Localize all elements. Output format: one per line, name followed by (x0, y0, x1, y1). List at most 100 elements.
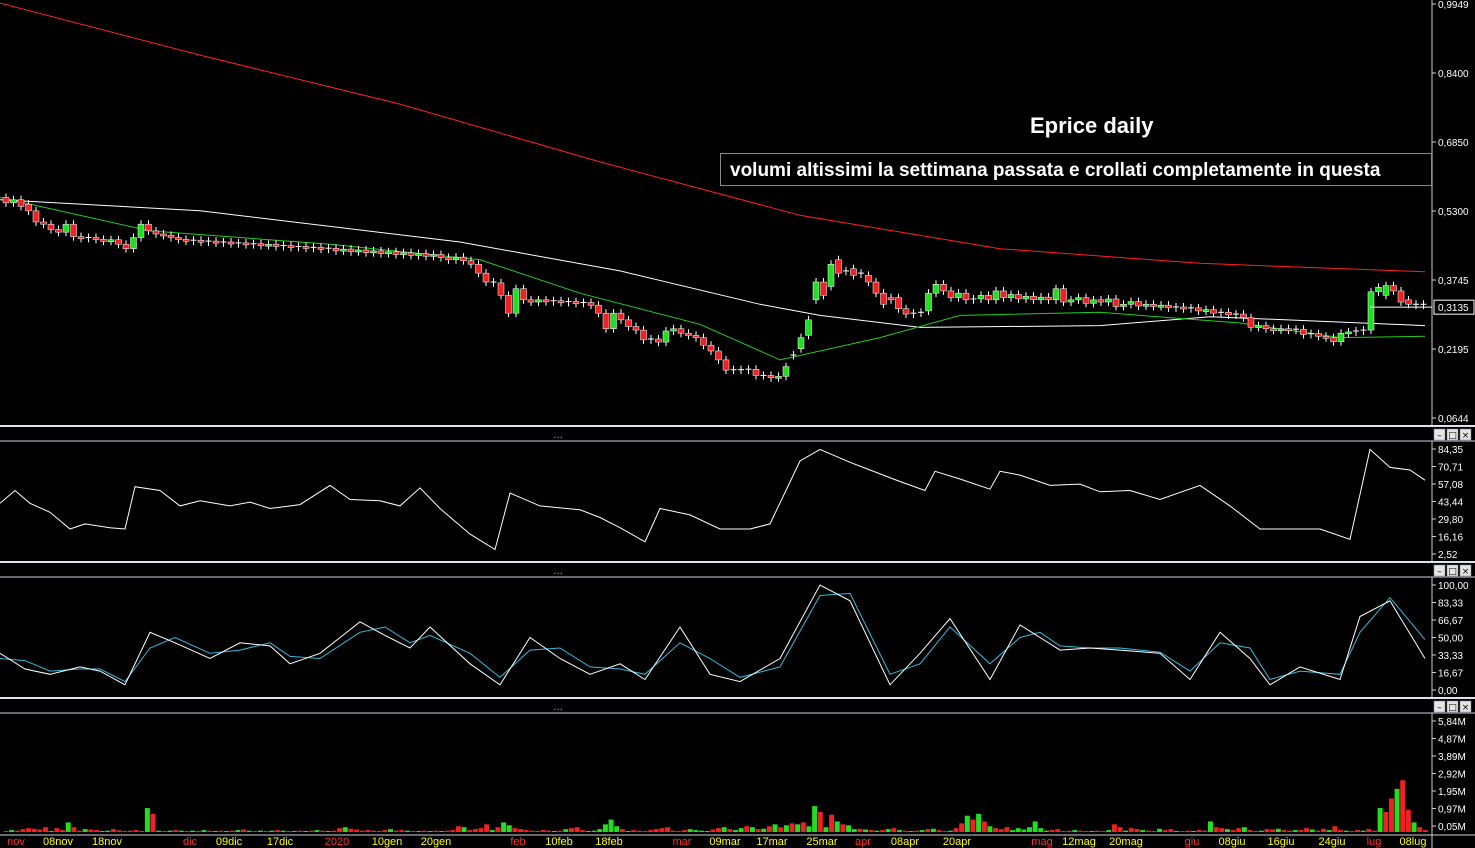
volume-bar (1219, 828, 1225, 832)
volume-bar (156, 830, 162, 832)
candle-up (1367, 291, 1375, 331)
candle-up (1157, 304, 1165, 308)
volume-bar (930, 828, 936, 832)
volume-bar (761, 828, 767, 832)
volume-bar (998, 829, 1004, 832)
volume-bar (438, 831, 444, 832)
volume-bar (144, 808, 150, 832)
volume-bar (840, 824, 846, 832)
volume-bar (71, 827, 77, 832)
candle-down (32, 210, 40, 223)
last-price-badge (1433, 299, 1475, 315)
candle-up (977, 295, 985, 300)
candle-down (92, 237, 100, 240)
volume-bar (942, 831, 948, 832)
volume-bar (546, 830, 552, 832)
volume-bar (461, 827, 467, 832)
y-tick-label: 57,08 (1438, 480, 1463, 491)
candle-down (17, 199, 25, 207)
close-icon: × (1462, 703, 1470, 713)
volume-bar (1304, 828, 1310, 832)
maximize-icon: □ (1448, 431, 1457, 441)
x-tick-label: 20apr (943, 836, 971, 848)
volume-bar (540, 830, 546, 832)
volume-bar (1128, 828, 1134, 832)
x-tick-label: 17mar (756, 836, 788, 848)
volume-bar (1123, 830, 1129, 832)
candle-down (175, 237, 182, 240)
volume-bar (1417, 827, 1423, 832)
candle-down (1045, 296, 1052, 301)
candle-down (752, 368, 760, 376)
volume-bar (212, 831, 218, 832)
volume-bar (65, 822, 71, 832)
candle-up (512, 288, 520, 314)
y-tick-label: 0,6850 (1438, 138, 1469, 149)
volume-bar (614, 826, 620, 832)
candle-down (145, 223, 152, 232)
candle-up (340, 248, 347, 252)
volume-bar (246, 830, 252, 832)
x-tick-label: nov (7, 836, 25, 848)
volume-bar (1038, 828, 1044, 832)
y-tick-label: 0,8400 (1438, 69, 1469, 80)
volume-bar (320, 830, 326, 832)
volume-bar (529, 830, 535, 832)
candle-down (1195, 307, 1202, 312)
candle-down (557, 300, 565, 303)
candle-down (962, 292, 970, 301)
volume-bar (585, 831, 591, 832)
candle-down (880, 292, 887, 305)
y-tick-label: 0,97M (1438, 805, 1466, 816)
x-tick-label: 20mag (1109, 836, 1143, 848)
volume-bar (93, 830, 99, 832)
volume-bar (885, 829, 891, 832)
volume-bar (110, 829, 116, 832)
volume-bar (1202, 830, 1208, 832)
candle-down (445, 257, 452, 261)
volume-bar (1247, 830, 1253, 832)
volume-bar (495, 827, 501, 832)
candle-down (1285, 328, 1292, 331)
y-tick-label: 100,00 (1438, 581, 1469, 592)
candle-down (850, 268, 857, 276)
x-tick-label: 17dic (267, 836, 294, 848)
volume-bar (139, 831, 145, 832)
candle-down (1390, 285, 1397, 292)
candle-up (992, 290, 1000, 301)
volume-bar (568, 828, 574, 832)
candle-up (1052, 288, 1060, 301)
volume-bar (48, 831, 54, 832)
volume-bar (1043, 830, 1049, 832)
annotation-note[interactable]: volumi altissimi la settimana passata e … (720, 153, 1432, 186)
candle-down (722, 359, 730, 371)
volume-bar (1151, 831, 1157, 832)
volume-bar (1191, 831, 1196, 832)
candle-down (100, 239, 107, 242)
volume-bar (913, 830, 919, 832)
volume-bar (184, 831, 190, 832)
volume-bar (20, 829, 26, 832)
volume-bar (1145, 830, 1151, 832)
volume-bar (421, 830, 427, 832)
candle-down (1165, 304, 1172, 309)
volume-bar (1354, 830, 1360, 832)
candle-down (1397, 290, 1405, 303)
volume-bar (738, 828, 744, 832)
panel-handle (0, 699, 1475, 713)
y-tick-label: 0,0644 (1438, 414, 1469, 425)
volume-bar (1394, 788, 1400, 832)
volume-bar (1400, 780, 1406, 832)
candle-down (115, 239, 122, 245)
x-tick-label: 08apr (891, 836, 919, 848)
y-tick-label: 83,33 (1438, 599, 1463, 610)
volume-bar (1264, 829, 1270, 832)
volume-bar (1100, 831, 1106, 832)
candle-down (1000, 290, 1007, 298)
volume-bar (478, 828, 484, 832)
candle-down (197, 239, 205, 243)
candle-down (527, 299, 535, 303)
volume-bar (1072, 830, 1078, 832)
candle-down (1150, 304, 1157, 307)
volume-bar (823, 827, 829, 832)
